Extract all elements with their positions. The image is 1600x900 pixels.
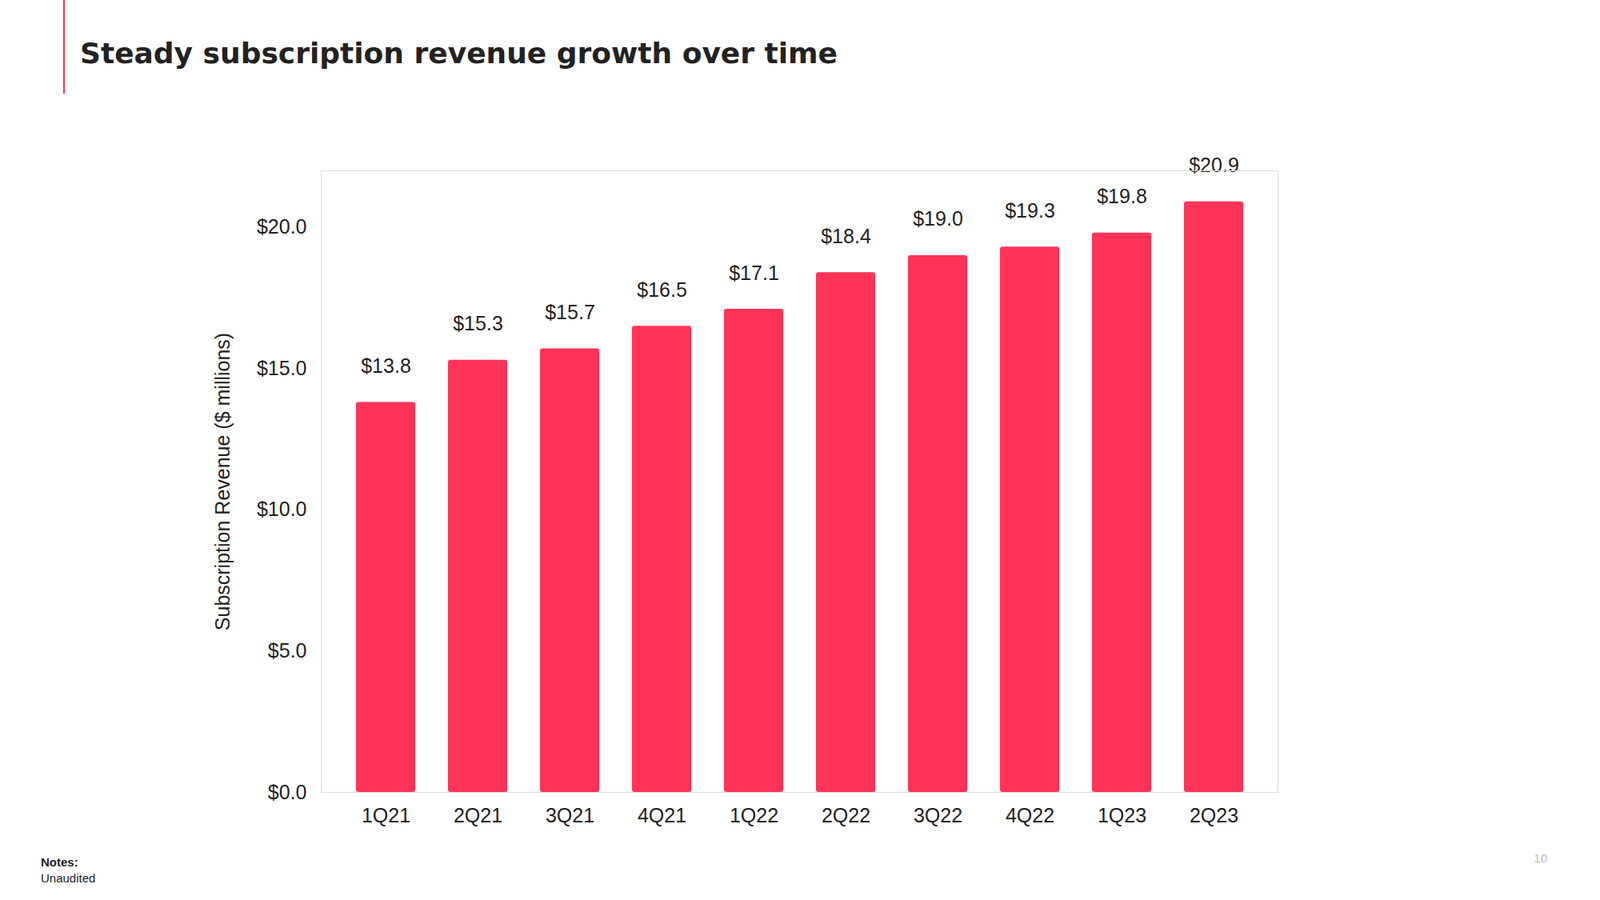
svg-text:$19.8: $19.8: [1096, 184, 1148, 208]
svg-text:2Q22: 2Q22: [821, 804, 871, 827]
svg-text:Subscription Revenue ($ millio: Subscription Revenue ($ millions): [211, 332, 234, 631]
svg-text:$17.1: $17.1: [728, 261, 780, 284]
svg-text:$5.0: $5.0: [268, 639, 308, 662]
svg-text:1Q23: 1Q23: [1097, 804, 1147, 827]
svg-text:3Q22: 3Q22: [913, 804, 963, 827]
svg-text:$16.5: $16.5: [636, 278, 688, 301]
html-text:Notes:: Notes:: [40, 855, 79, 869]
svg-text:$18.4: $18.4: [820, 224, 872, 248]
html-text:Steady subscription revenue gr: Steady subscription revenue growth over …: [80, 36, 838, 70]
svg-text:1Q22: 1Q22: [729, 804, 779, 827]
svg-text:$15.0: $15.0: [256, 356, 308, 380]
svg-text:$20.0: $20.0: [256, 215, 308, 238]
svg-text:$19.0: $19.0: [912, 207, 964, 230]
svg-text:3Q21: 3Q21: [545, 804, 595, 827]
svg-text:$20.9: $20.9: [1188, 153, 1240, 176]
svg-text:2Q23: 2Q23: [1189, 804, 1239, 827]
svg-text:1Q21: 1Q21: [361, 804, 411, 827]
svg-text:$0.0: $0.0: [268, 780, 308, 804]
html-text:10: 10: [1533, 851, 1548, 865]
html-text:Unaudited: Unaudited: [40, 871, 96, 885]
svg-text:4Q22: 4Q22: [1005, 804, 1055, 827]
svg-text:$10.0: $10.0: [256, 497, 308, 520]
svg-text:$19.3: $19.3: [1004, 199, 1056, 222]
svg-text:$15.3: $15.3: [452, 312, 504, 335]
svg-text:4Q21: 4Q21: [637, 804, 687, 827]
svg-text:$13.8: $13.8: [360, 354, 412, 377]
svg-text:2Q21: 2Q21: [453, 804, 503, 827]
svg-text:$15.7: $15.7: [544, 300, 596, 324]
